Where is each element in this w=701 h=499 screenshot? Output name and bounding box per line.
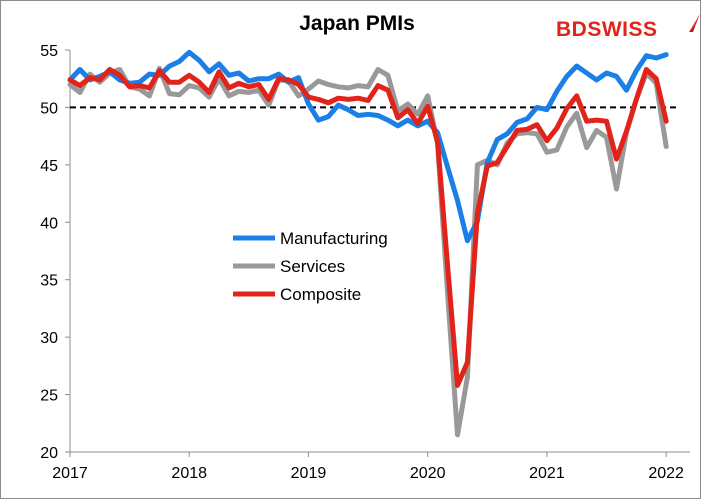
series-manufacturing-line	[67, 49, 669, 244]
x-tick-labels: 2017 2018 2019 2020 2021 2022	[52, 465, 684, 482]
x-tick-label-2022: 2022	[648, 465, 684, 482]
series-services-line	[67, 65, 669, 438]
y-tick-label-35: 35	[40, 273, 58, 290]
y-tick-label-25: 25	[40, 388, 58, 405]
chart-title: Japan PMIs	[299, 12, 415, 35]
y-tick-label-55: 55	[40, 43, 58, 60]
y-tick-label-40: 40	[40, 215, 58, 232]
x-tick-label-2019: 2019	[291, 465, 327, 482]
y-tick-labels: 20 25 30 35 40 45 50 55	[40, 43, 58, 462]
y-tick-label-20: 20	[40, 445, 58, 462]
x-tick-label-2020: 2020	[410, 465, 446, 482]
series-composite-line	[67, 67, 669, 388]
y-tick-label-50: 50	[40, 100, 58, 117]
logo-text-swiss: SWISS	[587, 18, 658, 41]
y-tick-label-30: 30	[40, 330, 58, 347]
logo-text-bd: BD	[556, 18, 588, 41]
x-tick-label-2018: 2018	[171, 465, 207, 482]
y-tick-label-45: 45	[40, 158, 58, 175]
x-tick-label-2021: 2021	[529, 465, 565, 482]
logo-arrow-icon	[689, 14, 700, 32]
legend-label-composite: Composite	[280, 285, 361, 304]
x-tick-label-2017: 2017	[52, 465, 88, 482]
legend-label-manufacturing: Manufacturing	[280, 229, 388, 248]
legend-label-services: Services	[280, 257, 345, 276]
bdswiss-logo: BDSWISS	[556, 14, 700, 48]
axes	[65, 49, 690, 457]
series-layer	[67, 49, 669, 438]
legend: Manufacturing Services Composite	[233, 229, 388, 304]
